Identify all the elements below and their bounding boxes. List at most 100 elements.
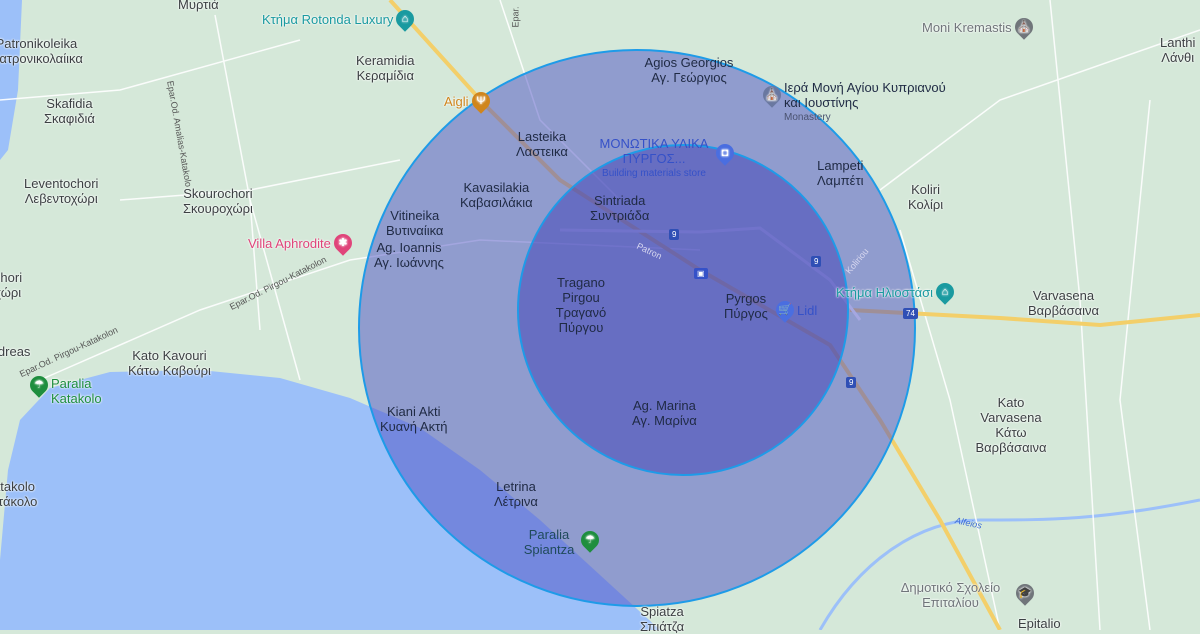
place-local-name: Κεραμίδια	[356, 68, 414, 83]
place-latin-name: Andreas	[0, 344, 31, 359]
poi-label: Κτήμα Ηλιοστάσι	[836, 284, 934, 300]
monastery-icon: ⛪	[759, 82, 785, 108]
place-local-name: Κάτω Βαρβάσαινα	[975, 425, 1047, 455]
place-local-name: Σκαφιδιά	[44, 111, 95, 126]
place-local-name: Λαστεικα	[516, 144, 568, 159]
place-latin-name: Vitineika	[390, 208, 440, 223]
poi-paralia-spiantza[interactable]: Paralia Spiantza ☂	[520, 527, 603, 557]
place-local-name: Κάτω Καβούρι	[128, 363, 211, 378]
poi-dimotiko-scholeio[interactable]: Δημοτικό Σχολείο Επιταλίου 🎓	[888, 580, 1038, 610]
beach-icon: ☂	[26, 372, 52, 398]
place-ag-ioannis: Ag. Ioannis Αγ. Ιωάννης	[374, 240, 444, 270]
cart-icon: 🛒	[772, 297, 798, 323]
place-latin-name: Agios Georgios	[644, 55, 734, 70]
place-lampeti: Lampeti Λαμπέτι	[817, 158, 863, 188]
place-local-name: Λάνθι	[1161, 50, 1195, 65]
route-shield: 9	[669, 229, 680, 240]
bus-stop-icon: ▣	[694, 268, 708, 279]
place-local-name: Αγ. Ιωάννης	[374, 255, 444, 270]
place-latin-name: Patronikoleika	[0, 36, 78, 51]
place-lasteika: Lasteika Λαστεικα	[516, 129, 568, 159]
poi-rotonda-luxury[interactable]: Κτήμα Rotonda Luxury ⌂	[262, 6, 419, 32]
lagoon	[0, 0, 22, 160]
poi-category: Monastery	[784, 112, 831, 123]
place-latin-name: Varvasena	[1032, 288, 1095, 303]
poi-label: Δημοτικό Σχολείο Επιταλίου	[900, 580, 1001, 610]
place-latin-name: Tragano Pirgou	[557, 275, 605, 305]
place-latin-name: Skafidia	[46, 96, 93, 111]
place-skourochori: Skourochori Σκουροχώρι	[183, 186, 253, 216]
place-latin-name: Katakolo	[0, 479, 35, 494]
place-pyrgos: Pyrgos Πύργος	[724, 291, 768, 321]
poi-label: Paralia Katakolo	[51, 376, 102, 406]
monastery-icon: ⛪	[1010, 14, 1037, 40]
place-latin-name: Epitalio	[1018, 616, 1061, 631]
poi-moni-kyprianou[interactable]: ⛪ Ιερά Μονή Αγίου Κυπριανού και Ιουστίνης…	[759, 80, 959, 125]
poi-label: ΜΟΝΩΤΙΚΑ ΥΛΙΚΑ ΠΥΡΓΟΣ...	[599, 136, 709, 166]
place-local-name: Σκουροχώρι	[183, 201, 253, 216]
place-latin-name: Ag. Marina	[632, 398, 696, 413]
place-local-name: Κολίρι	[908, 197, 944, 212]
place-letrina: Letrina Λέτρινα	[494, 479, 538, 509]
poi-aigli[interactable]: Aigli Ψ	[444, 88, 494, 114]
place-latin-name: Lanthi	[1160, 35, 1196, 50]
place-local-name: Συντριάδα	[590, 208, 650, 223]
route-shield: 9	[811, 256, 822, 267]
place-kochori: KochoriΚοχώρι	[0, 270, 22, 300]
place-latin-name: Kochori	[0, 270, 23, 285]
poi-label: Lidl	[797, 302, 818, 318]
place-myrtia: Μυρτιά	[178, 0, 219, 12]
place-latin-name: Kavasilakia	[463, 180, 530, 195]
place-local-name: Κοχώρι	[0, 285, 22, 300]
poi-label: Ιερά Μονή Αγίου Κυπριανού και Ιουστίνης	[784, 80, 946, 110]
place-epitalio: Epitalio	[1018, 616, 1061, 631]
place-leventochori: Leventochori Λεβεντοχώρι	[24, 176, 98, 206]
poi-label: Aigli	[444, 93, 469, 109]
place-latin-name: Kato Varvasena	[980, 395, 1042, 425]
poi-moni-kremastis[interactable]: Moni Kremastis ⛪	[922, 14, 1037, 40]
poi-villa-aphrodite[interactable]: Villa Aphrodite ✱	[248, 230, 356, 256]
place-sintriada: Sintriada Συντριάδα	[590, 193, 649, 223]
place-koliri: Koliri Κολίρι	[908, 182, 943, 212]
place-kato-varvasena: Kato Varvasena Κάτω Βαρβάσαινα	[975, 395, 1047, 455]
poi-monotika-ylika[interactable]: ΜΟΝΩΤΙΚΑ ΥΛΙΚΑ ΠΥΡΓΟΣ... Building materia…	[595, 136, 738, 181]
poi-label: Κτήμα Rotonda Luxury	[262, 11, 394, 27]
lodging-icon: ⌂	[392, 6, 419, 32]
place-skafidia: Skafidia Σκαφιδιά	[44, 96, 95, 126]
route-shield: 9	[846, 377, 857, 388]
place-ag-marina: Ag. Marina Αγ. Μαρίνα	[632, 398, 697, 428]
place-andreas: Andreas	[0, 344, 30, 359]
place-local-name: Κυανή Ακτή	[380, 419, 448, 434]
place-local-name: Αγ. Γεώργιος	[651, 70, 727, 85]
place-kato-kavouri: Kato Kavouri Κάτω Καβούρι	[128, 348, 211, 378]
river-alfeios	[818, 498, 1200, 630]
place-latin-name: Spiatza	[640, 604, 684, 619]
poi-label: Moni Kremastis	[922, 19, 1012, 35]
highway-74	[849, 308, 1200, 328]
place-latin-name: Koliri	[911, 182, 941, 197]
poi-label: Villa Aphrodite	[248, 235, 331, 251]
beach-icon: ☂	[577, 527, 603, 553]
place-local-name: Λέτρινα	[494, 494, 538, 509]
place-tragano-pirgou: Tragano Pirgou Τραγανό Πύργου	[550, 275, 612, 335]
place-latin-name: Lasteika	[517, 129, 567, 144]
poi-paralia-katakolo[interactable]: ☂ Paralia Katakolo	[26, 372, 102, 406]
place-latin-name: Ag. Ioannis	[376, 240, 442, 255]
place-vitineika: Vitineika Βυτιναίικα	[386, 208, 443, 238]
place-latin-name: Kato Kavouri	[132, 348, 207, 363]
poi-ktima-iliostasi[interactable]: Κτήμα Ηλιοστάσι ⌂	[836, 279, 958, 305]
restaurant-icon: Ψ	[467, 88, 494, 114]
shopping-icon: ◘	[712, 140, 738, 166]
inner-radius-circle[interactable]	[517, 144, 849, 476]
place-katakolo: KatakoloΚατάκολο	[0, 479, 37, 509]
place-patronikoleika: PatronikoleikaΠατρονικολαίικα	[0, 36, 83, 66]
place-latin-name: Sintriada	[594, 193, 646, 208]
road-label: Epar.	[510, 6, 521, 28]
place-kavasilakia: Kavasilakia Καβασιλάκια	[460, 180, 533, 210]
place-local-name: Βαρβάσαινα	[1028, 303, 1100, 318]
place-latin-name: Keramidia	[356, 53, 415, 68]
place-local-name: Καβασιλάκια	[460, 195, 533, 210]
poi-lidl[interactable]: 🛒 Lidl	[772, 297, 818, 323]
place-local-name: Πατρονικολαίικα	[0, 51, 83, 66]
